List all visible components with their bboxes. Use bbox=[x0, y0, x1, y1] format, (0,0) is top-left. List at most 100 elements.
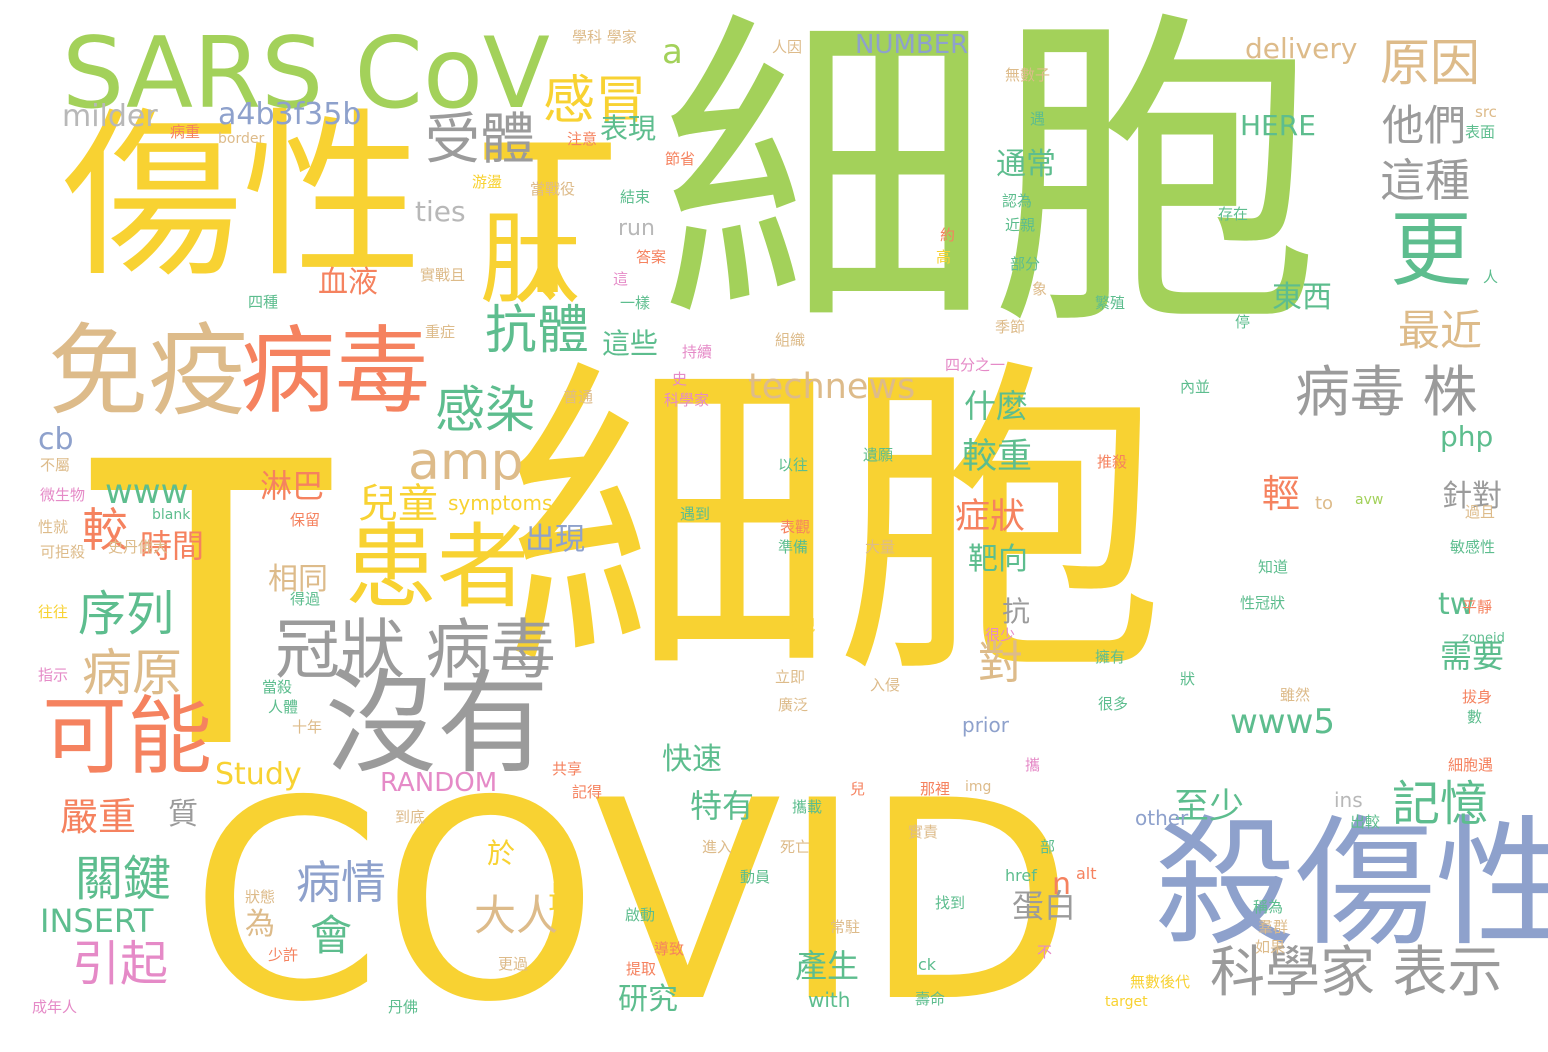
cloud-word: 為 bbox=[245, 907, 275, 942]
cloud-word: 象 bbox=[1032, 280, 1048, 298]
cloud-word: www bbox=[105, 472, 189, 512]
cloud-word: 細胞 bbox=[505, 333, 1165, 717]
cloud-word: 科學家 表示 bbox=[1210, 940, 1503, 1004]
cloud-word: 存在 bbox=[1218, 205, 1249, 223]
cloud-word: 輕 bbox=[1262, 472, 1301, 516]
cloud-word: 無數子 bbox=[1005, 66, 1051, 84]
cloud-word: 較重 bbox=[962, 437, 1033, 477]
cloud-word: 兒童 bbox=[358, 481, 438, 527]
cloud-word: 更 bbox=[1390, 203, 1473, 298]
cloud-word: 常駐 bbox=[830, 918, 861, 936]
cloud-word: 最 bbox=[548, 879, 581, 917]
cloud-word: symptoms bbox=[448, 491, 553, 515]
cloud-word: target bbox=[1105, 994, 1148, 1010]
cloud-word: 實責 bbox=[908, 823, 939, 841]
cloud-word: 更過 bbox=[498, 955, 529, 973]
cloud-word: delivery bbox=[1245, 32, 1358, 65]
cloud-word: 史丹佛大 bbox=[108, 538, 169, 556]
cloud-word: href bbox=[1005, 866, 1037, 885]
cloud-word: 細胞遇 bbox=[1448, 756, 1494, 774]
cloud-word: 壽命 bbox=[915, 990, 946, 1008]
cloud-word: 嚴重 bbox=[60, 795, 137, 839]
cloud-word: 人體 bbox=[268, 698, 299, 716]
cloud-word: 會 bbox=[310, 911, 353, 960]
cloud-word: 進入 bbox=[702, 838, 733, 856]
cloud-word: 敏感性 bbox=[1450, 538, 1496, 556]
cloud-word: 往往 bbox=[38, 603, 69, 621]
cloud-word: 感染 bbox=[435, 381, 535, 439]
cloud-word: 攜 bbox=[1025, 756, 1041, 774]
cloud-word: 微生物 bbox=[40, 486, 86, 504]
cloud-word: other bbox=[1135, 806, 1189, 830]
cloud-word: 病毒 株 bbox=[1295, 360, 1478, 424]
cloud-word: 注意 bbox=[567, 130, 598, 148]
cloud-word: 部分 bbox=[1010, 255, 1041, 273]
cloud-word: 相同 bbox=[268, 562, 328, 597]
cloud-word: a bbox=[662, 32, 683, 72]
cloud-word: 重症 bbox=[425, 323, 456, 341]
cloud-word: border bbox=[218, 131, 265, 147]
cloud-word: 淋巴 bbox=[260, 467, 325, 505]
cloud-word: 共享 bbox=[552, 760, 583, 778]
cloud-word: 保留 bbox=[290, 511, 321, 529]
cloud-word: 十年 bbox=[292, 718, 323, 736]
cloud-word: 兒 bbox=[850, 780, 866, 798]
cloud-word: 病毒 bbox=[240, 317, 431, 427]
cloud-word: 可能 bbox=[42, 688, 213, 787]
cloud-word: 停 bbox=[1235, 313, 1251, 331]
cloud-word: 症狀 bbox=[955, 497, 1026, 537]
cloud-word: 得過 bbox=[290, 590, 321, 608]
cloud-word: 大量 bbox=[865, 538, 896, 556]
cloud-word: 很多 bbox=[1098, 695, 1129, 713]
cloud-word: 至少 bbox=[1174, 787, 1245, 827]
cloud-word: 他們 bbox=[1382, 101, 1467, 150]
cloud-word: 史 bbox=[672, 370, 688, 388]
cloud-word: 那裡 bbox=[920, 780, 951, 798]
cloud-word: 普通 bbox=[563, 388, 594, 406]
cloud-word: 實戰且 bbox=[420, 266, 466, 284]
cloud-word: 高 bbox=[936, 248, 952, 266]
cloud-word: 無數後代 bbox=[1130, 973, 1191, 991]
cloud-word: 遇到 bbox=[680, 505, 711, 523]
cloud-word: 拔身 bbox=[1462, 688, 1493, 706]
cloud-word: ties bbox=[415, 195, 466, 228]
cloud-word: 持續 bbox=[682, 343, 713, 361]
cloud-word: zoneid bbox=[1462, 631, 1505, 646]
cloud-word: 病情 bbox=[296, 856, 387, 909]
cloud-word: 結束 bbox=[620, 188, 651, 206]
cloud-word: 到底 bbox=[395, 808, 426, 826]
cloud-word: 認為 bbox=[1002, 192, 1033, 210]
cloud-word: 死亡 bbox=[780, 838, 811, 856]
cloud-word: 不 bbox=[1037, 943, 1053, 961]
cloud-word: 序列 bbox=[78, 586, 175, 642]
cloud-word: a4b3f35b bbox=[218, 97, 362, 132]
cloud-word: 需要 bbox=[1440, 637, 1505, 675]
cloud-word: T bbox=[92, 380, 331, 834]
cloud-word: 受體 bbox=[425, 107, 536, 171]
cloud-word: 繁殖 bbox=[1095, 294, 1126, 312]
cloud-word: 平靜 bbox=[1462, 598, 1493, 616]
cloud-word: 較 bbox=[82, 503, 128, 557]
cloud-word: 內並 bbox=[1180, 378, 1211, 396]
cloud-word: SARS CoV bbox=[62, 17, 550, 131]
cloud-word: 部 bbox=[1040, 838, 1056, 856]
cloud-word: 推殺 bbox=[1097, 453, 1128, 471]
cloud-word: 質 bbox=[168, 797, 198, 832]
cloud-word: 稱為 bbox=[1253, 898, 1284, 916]
cloud-word: 原因 bbox=[1380, 34, 1480, 92]
cloud-word: 很少 bbox=[985, 626, 1016, 644]
cloud-word: 節省 bbox=[665, 150, 696, 168]
cloud-word: ins bbox=[1334, 788, 1363, 812]
cloud-word: 丹佛 bbox=[388, 998, 419, 1016]
cloud-word: 以往 bbox=[778, 456, 809, 474]
cloud-word: 遺願 bbox=[863, 446, 894, 464]
cloud-word: 性就 bbox=[38, 518, 69, 536]
cloud-word: img bbox=[965, 779, 992, 795]
cloud-word: ck bbox=[918, 955, 937, 974]
cloud-word: 當戰役 bbox=[530, 180, 576, 198]
cloud-word: 什麼 bbox=[964, 387, 1029, 425]
cloud-word: 答案 bbox=[636, 248, 667, 266]
cloud-word: amp bbox=[408, 432, 524, 492]
cloud-word: 對 bbox=[978, 636, 1024, 689]
